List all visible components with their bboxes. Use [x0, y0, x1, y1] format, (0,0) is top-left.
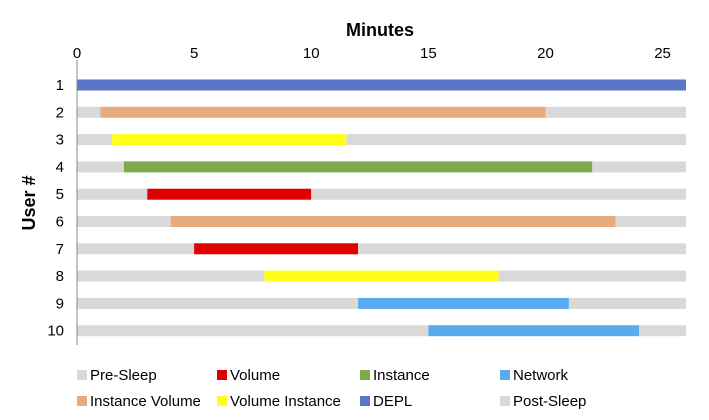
x-tick-label: 20	[537, 45, 554, 62]
bar-pre-sleep	[77, 325, 429, 337]
bar-post-sleep	[346, 134, 686, 146]
y-tick-label: 3	[56, 132, 64, 149]
bar-pre-sleep	[77, 270, 265, 282]
legend-swatch	[360, 396, 370, 406]
legend-label: DEPL	[373, 393, 412, 410]
y-tick-label: 1	[56, 77, 64, 94]
bar-pre-sleep	[77, 243, 195, 255]
legend-swatch	[217, 396, 227, 406]
x-tick-label: 5	[190, 45, 198, 62]
bar-pre-sleep	[77, 297, 359, 309]
bar-depl	[77, 79, 686, 91]
bar-instance-volume	[170, 216, 616, 227]
bar-post-sleep	[639, 325, 686, 337]
bar-network	[358, 297, 569, 309]
bar-pre-sleep	[77, 216, 171, 227]
y-tick-label: 4	[56, 159, 64, 176]
y-tick-label: 6	[56, 214, 64, 231]
bar-post-sleep	[311, 188, 686, 200]
y-tick-label: 9	[56, 295, 64, 312]
bar-pre-sleep	[77, 134, 113, 146]
y-tick-label: 10	[47, 323, 64, 340]
legend-swatch	[500, 396, 510, 406]
legend-swatch	[77, 396, 87, 406]
bar-post-sleep	[498, 270, 686, 282]
legend-label: Post-Sleep	[513, 393, 586, 410]
bar-pre-sleep	[77, 106, 101, 118]
bar-post-sleep	[592, 161, 686, 173]
legend-swatch	[360, 370, 370, 380]
x-tick-label: 25	[654, 45, 671, 62]
x-tick-label: 0	[73, 45, 81, 62]
legend-swatch	[77, 370, 87, 380]
y-tick-label: 2	[56, 104, 64, 121]
legend-label: Pre-Sleep	[90, 367, 157, 384]
chart-title: Minutes	[346, 20, 414, 40]
y-tick-label: 5	[56, 186, 64, 203]
legend-swatch	[500, 370, 510, 380]
bar-volume-instance	[264, 270, 499, 282]
bar-volume	[194, 243, 359, 255]
legend-label: Instance Volume	[90, 393, 201, 410]
bar-instance	[123, 161, 593, 173]
bar-post-sleep	[568, 297, 686, 309]
bar-post-sleep	[615, 216, 686, 227]
bar-network	[428, 325, 640, 337]
y-tick-label: 8	[56, 268, 64, 285]
legend-label: Network	[513, 367, 569, 384]
bar-pre-sleep	[77, 161, 124, 173]
bar-post-sleep	[358, 243, 686, 255]
y-tick-label: 7	[56, 241, 64, 258]
x-tick-label: 15	[420, 45, 437, 62]
bar-pre-sleep	[77, 188, 148, 200]
legend-label: Volume	[230, 367, 280, 384]
bar-instance-volume	[100, 106, 546, 118]
legend-label: Volume Instance	[230, 393, 341, 410]
legend-swatch	[217, 370, 227, 380]
bar-post-sleep	[545, 106, 686, 118]
bar-volume	[147, 188, 312, 200]
y-axis-title: User #	[19, 175, 39, 230]
bar-volume-instance	[112, 134, 347, 146]
legend-label: Instance	[373, 367, 430, 384]
x-tick-label: 10	[303, 45, 320, 62]
